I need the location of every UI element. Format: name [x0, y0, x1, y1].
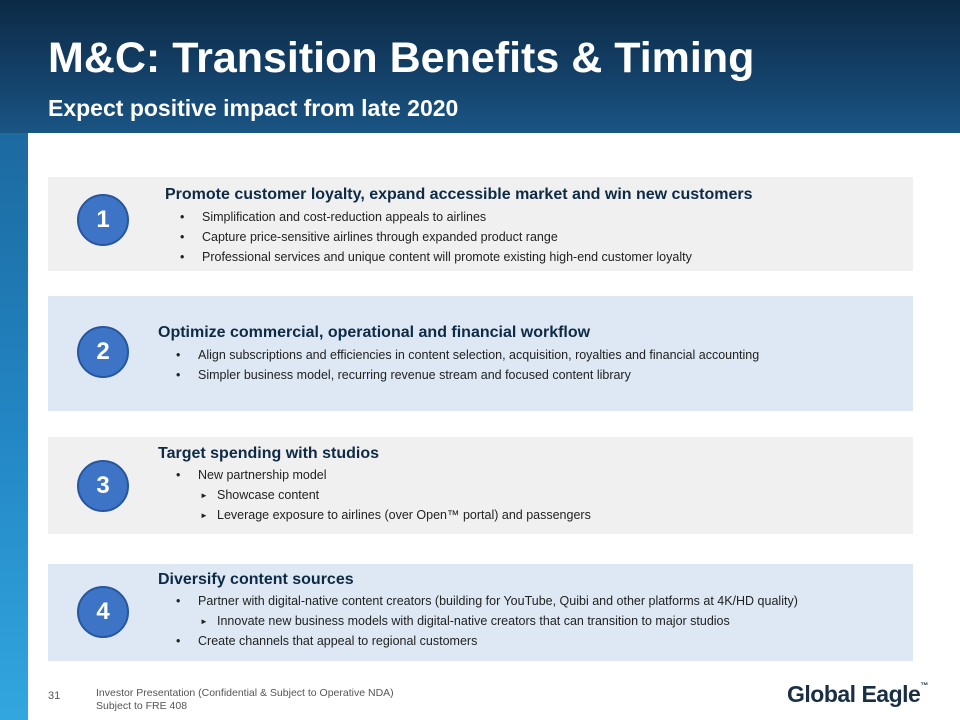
- number-badge-2: 2: [77, 326, 129, 378]
- panel-1: [48, 177, 913, 271]
- panel-4-bullet-2: • Create channels that appeal to regional…: [176, 634, 478, 648]
- panel-2-bullet-2: • Simpler business model, recurring reven…: [176, 368, 631, 382]
- panel-3-subbullet-2: ► Leverage exposure to airlines (over Ope…: [200, 508, 591, 522]
- panel-3-title: Target spending with studios: [158, 445, 380, 462]
- global-eagle-logo: Global Eagle™: [787, 681, 928, 707]
- panel-4-bullet-1: • Partner with digital-native content cre…: [176, 594, 798, 608]
- slide-subtitle: Expect positive impact from late 2020: [48, 95, 459, 121]
- number-badge-1: 1: [77, 194, 129, 246]
- panel-1-bullet-3: • Professional services and unique conten…: [180, 250, 692, 264]
- panel-1-title: Promote customer loyalty, expand accessi…: [165, 186, 753, 203]
- panel-1-bullet-1: • Simplification and cost-reduction appea…: [180, 210, 487, 224]
- panel-2: [48, 296, 913, 411]
- panel-2-bullet-1: • Align subscriptions and efficiencies in…: [176, 348, 760, 362]
- footer-line-2: Subject to FRE 408: [96, 700, 188, 712]
- panel-4: [48, 564, 913, 661]
- panel-1-bullet-2: • Capture price-sensitive airlines throug…: [180, 230, 558, 244]
- slide-header: [0, 0, 960, 133]
- left-accent-bar: [0, 133, 28, 720]
- page-number: 31: [48, 690, 61, 702]
- panel-3-subbullet-1: ► Showcase content: [200, 488, 320, 502]
- footer-disclaimer: Investor Presentation (Confidential & Su…: [96, 687, 394, 713]
- panel-4-subbullet-1: ► Innovate new business models with digit…: [200, 614, 730, 628]
- slide-title: M&C: Transition Benefits & Timing: [48, 34, 755, 82]
- number-badge-4: 4: [77, 586, 129, 638]
- panel-2-title: Optimize commercial, operational and fin…: [158, 324, 591, 341]
- panel-3-bullet-1: • New partnership model: [176, 468, 327, 482]
- panel-4-title: Diversify content sources: [158, 571, 354, 588]
- number-badge-3: 3: [77, 460, 129, 512]
- footer-line-1: Investor Presentation (Confidential & Su…: [96, 687, 394, 699]
- panel-3: [48, 437, 913, 534]
